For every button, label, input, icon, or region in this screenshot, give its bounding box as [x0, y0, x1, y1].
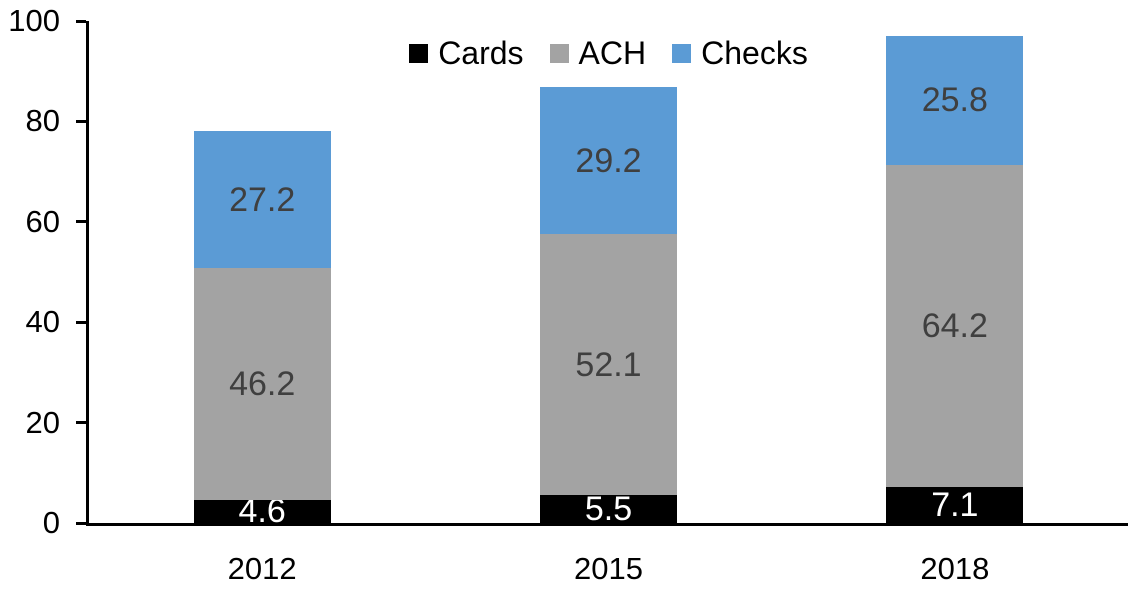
bar-segment-checks-2012: 27.2: [193, 131, 331, 268]
bar-segment-ach-2012: 46.2: [193, 268, 331, 500]
legend-item-checks: Checks: [672, 37, 808, 69]
bar-value-label: 27.2: [229, 180, 296, 219]
legend-label: Cards: [438, 35, 524, 71]
y-axis-tick-label: 0: [42, 505, 60, 540]
bar-value-label: 29.2: [575, 141, 642, 180]
x-axis-category-label: 2012: [227, 551, 297, 586]
x-axis-labels: 2012 2015 2018: [89, 552, 1128, 590]
y-axis-tick-label: 40: [25, 304, 60, 340]
bar-value-label: 46.2: [229, 364, 296, 403]
y-axis-tick: [76, 320, 86, 324]
legend-item-cards: Cards: [409, 35, 524, 71]
y-axis-tick: [76, 119, 86, 123]
bar-value-label: 4.6: [238, 492, 286, 531]
bar-value-label: 64.2: [921, 307, 988, 346]
plot-area: 4.6 46.2 27.2 5.5 52.1 29.2 7.1 64.2 25.8: [76, 19, 1128, 529]
y-axis-tick-label: 80: [25, 103, 60, 139]
bar-segment-checks-2015: 29.2: [540, 87, 677, 234]
bar-segment-cards-2018: 7.1: [886, 486, 1024, 525]
y-axis-tick-label: 60: [25, 203, 60, 239]
y-axis-tick: [76, 521, 86, 525]
legend-label: Checks: [701, 35, 808, 71]
bar-value-label: 25.8: [921, 81, 988, 120]
bar-segment-ach-2015: 52.1: [540, 233, 677, 496]
legend-swatch-cards: [409, 43, 429, 63]
x-axis-category-label: 2018: [920, 551, 990, 586]
chart-legend: Cards ACH Checks: [89, 35, 1128, 71]
legend-label: ACH: [578, 35, 647, 71]
y-axis-tick: [76, 19, 86, 23]
legend-swatch-checks: [672, 43, 692, 63]
legend-item-ach: ACH: [549, 35, 647, 71]
bar-segment-checks-2018: 25.8: [886, 35, 1024, 166]
y-axis-tick: [76, 220, 86, 224]
bar-segment-cards-2015: 5.5: [540, 490, 677, 529]
bar-value-label: 7.1: [931, 486, 979, 525]
x-axis-category-label: 2015: [574, 551, 643, 586]
bar-segment-ach-2018: 64.2: [886, 165, 1024, 488]
bar-value-label: 52.1: [575, 345, 642, 384]
bar-value-label: 5.5: [584, 490, 633, 529]
bar-segment-cards-2012: 4.6: [193, 494, 331, 528]
y-axis-tick: [76, 421, 86, 425]
legend-swatch-ach: [549, 43, 569, 63]
y-axis-tick-label: 100: [8, 3, 60, 38]
y-axis-tick-label: 20: [25, 404, 60, 440]
